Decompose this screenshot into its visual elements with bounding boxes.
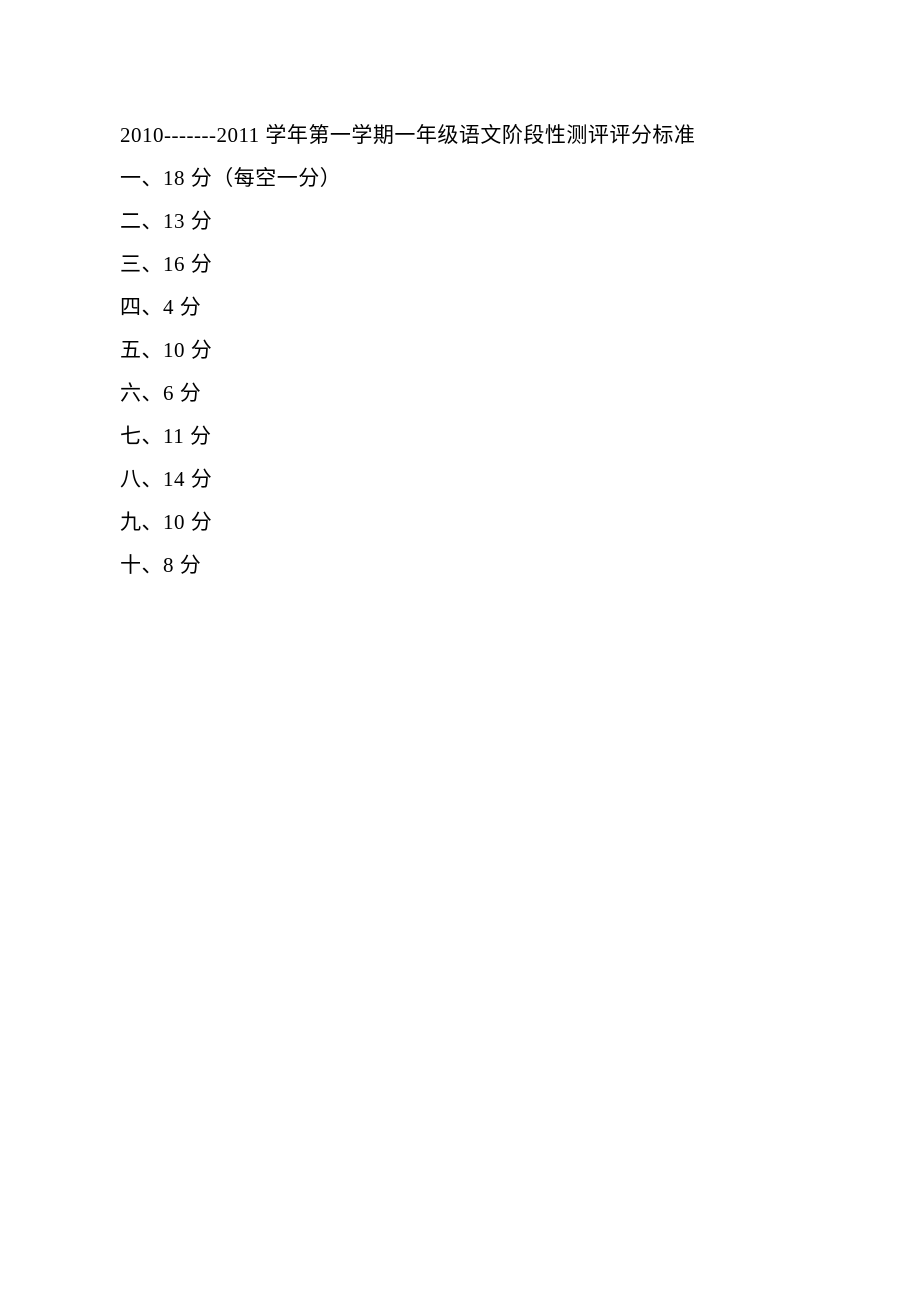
list-item: 八、14 分 xyxy=(120,469,920,490)
list-item: 六、6 分 xyxy=(120,383,920,404)
list-item: 九、10 分 xyxy=(120,512,920,533)
list-item: 二、13 分 xyxy=(120,211,920,232)
list-item: 七、11 分 xyxy=(120,426,920,447)
document-title: 2010-------2011 学年第一学期一年级语文阶段性测评评分标准 xyxy=(120,125,920,146)
list-item: 四、4 分 xyxy=(120,297,920,318)
list-item: 十、8 分 xyxy=(120,555,920,576)
list-item: 一、18 分（每空一分） xyxy=(120,168,920,189)
list-item: 五、10 分 xyxy=(120,340,920,361)
list-item: 三、16 分 xyxy=(120,254,920,275)
